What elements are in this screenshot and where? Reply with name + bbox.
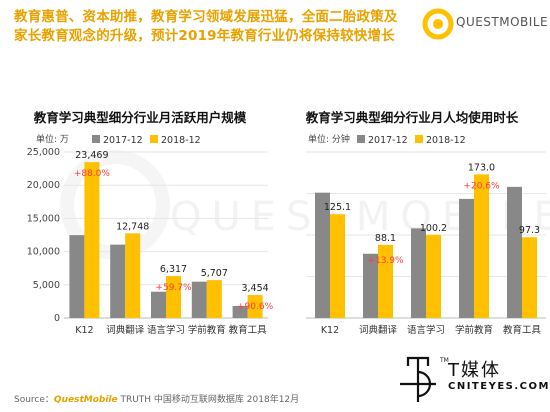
source-brand: QuestMobile [53, 395, 118, 405]
y-tick-label: 20,000 [27, 180, 60, 191]
tmt-trademark: TM [439, 357, 449, 364]
bar-2017-12-学前教育 [459, 198, 474, 318]
category-label: K12 [75, 325, 93, 336]
category-label: 词典翻译 [106, 324, 145, 336]
value-label: 125.1 [324, 202, 351, 213]
growth-label: +59.7% [155, 283, 192, 293]
y-tick-label: 0 [54, 313, 60, 324]
category-label: 教育工具 [229, 324, 268, 336]
bar-2017-12-K12 [69, 235, 85, 318]
category-label: 学前教育 [455, 324, 493, 336]
tmt-subtitle: CNITEYES.COM [448, 381, 550, 392]
bar-2017-12-语言学习 [411, 228, 426, 318]
bar-2018-12-K12 [84, 162, 100, 318]
bar-2018-12-语言学习 [426, 234, 441, 318]
value-label: 173.0 [468, 162, 495, 173]
category-label: 语言学习 [407, 324, 445, 336]
chart-title: 教育学习典型细分行业月人均使用时长 [305, 110, 519, 125]
y-tick-label: 5,000 [33, 280, 60, 291]
source-text: TRUTH 中国移动互联网数据库 2018年12月 [117, 395, 300, 405]
category-label: 词典翻译 [359, 324, 398, 336]
category-label: K12 [321, 325, 339, 336]
bar-2018-12-教育工具 [522, 237, 537, 318]
legend-swatch-2018-12 [150, 135, 158, 143]
questmobile-dot-icon [433, 19, 443, 29]
bar-2017-12-K12 [315, 192, 330, 318]
bar-2017-12-教育工具 [507, 186, 522, 318]
category-label: 语言学习 [147, 324, 185, 336]
value-label: 3,454 [241, 283, 268, 294]
y-tick-label: 15,000 [27, 213, 60, 224]
unit-label: 单位: 万 [36, 133, 69, 145]
bar-2017-12-词典翻译 [110, 244, 126, 318]
value-label: 5,707 [201, 268, 228, 279]
growth-label: +13.9% [367, 256, 404, 266]
headline-line-1: 教育惠普、资本助推，教育学习领域发展迅猛，全面二胎政策及 [14, 9, 398, 25]
legend-label-2017-12: 2017-12 [103, 135, 143, 146]
growth-label: +90.6% [237, 302, 274, 312]
bar-2018-12-K12 [330, 214, 345, 318]
value-label: 23,469 [75, 150, 108, 161]
bar-2017-12-学前教育 [191, 281, 207, 318]
growth-label: +20.6% [463, 181, 500, 191]
value-label: 97.3 [519, 225, 540, 236]
category-label: 学前教育 [188, 324, 226, 336]
growth-label: +88.0% [74, 169, 111, 179]
value-label: 100.2 [420, 223, 447, 234]
unit-label: 单位: 分钟 [308, 133, 350, 145]
logo-text: QUESTMOBILE [456, 15, 549, 29]
chart-title: 教育学习典型细分行业月活跃用户规模 [33, 110, 247, 125]
bar-2018-12-语言学习 [166, 276, 181, 318]
bar-2018-12-学前教育 [206, 280, 222, 318]
bar-2017-12-词典翻译 [363, 253, 378, 318]
value-label: 12,748 [116, 221, 149, 232]
legend-label-2018-12: 2018-12 [426, 135, 466, 146]
legend-swatch-2018-12 [415, 135, 423, 143]
bar-2018-12-学前教育 [474, 174, 489, 318]
y-tick-label: 25,000 [27, 147, 60, 158]
bar-2017-12-语言学习 [151, 291, 166, 318]
questmobile-ring-icon [422, 8, 454, 40]
legend-swatch-2017-12 [92, 135, 100, 143]
bar-2018-12-词典翻译 [378, 244, 393, 318]
legend-swatch-2017-12 [357, 135, 365, 143]
bar-2018-12-词典翻译 [125, 233, 141, 318]
legend-label-2017-12: 2017-12 [368, 135, 408, 146]
category-label: 教育工具 [503, 324, 542, 336]
legend-label-2018-12: 2018-12 [161, 135, 201, 146]
source-label: Source： [14, 395, 54, 405]
y-tick-label: 10,000 [27, 247, 60, 258]
value-label: 88.1 [375, 233, 396, 244]
tmt-logo: TM [400, 356, 449, 402]
value-label: 6,317 [160, 264, 187, 275]
footer-source: Source：QuestMobile TRUTH 中国移动互联网数据库 2018… [14, 392, 299, 405]
bar-2017-12-教育工具 [232, 305, 248, 318]
headline: 教育惠普、资本助推，教育学习领域发展迅猛，全面二胎政策及 家长教育观念的升级，预… [14, 8, 424, 46]
bar-2018-12-教育工具 [247, 295, 263, 318]
headline-line-2: 家长教育观念的升级，预计2019年教育行业仍将保持较快增长 [14, 28, 395, 44]
questmobile-logo [422, 8, 454, 40]
tmt-title: T媒体 [448, 360, 501, 381]
watermark-text: QUESTMOBILE [170, 194, 550, 240]
